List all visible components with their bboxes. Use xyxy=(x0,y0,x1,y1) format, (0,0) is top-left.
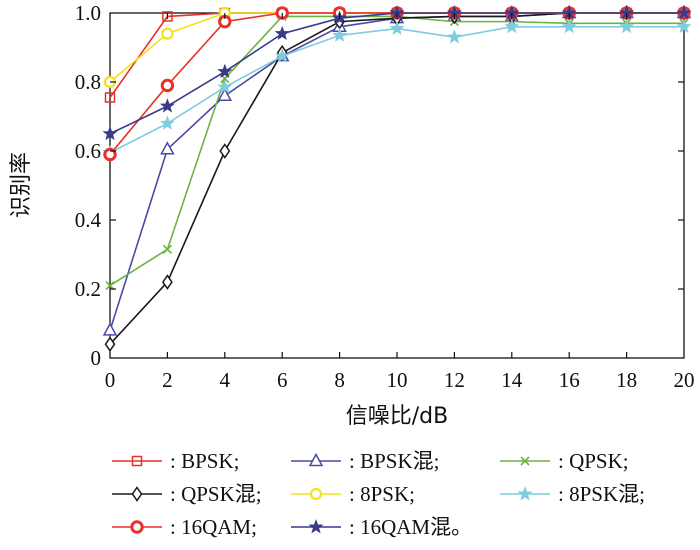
legend-label: : 16QAM; xyxy=(170,515,257,539)
x-tick-label: 4 xyxy=(220,368,231,392)
series-layer xyxy=(102,4,692,353)
tick-layer: 0 2 4 6 8 10 12 14 16 18 20 0 0.2 0.4 0.6 0.8 1.0 xyxy=(75,1,695,392)
series-2-point xyxy=(105,280,115,291)
x-tick-label: 18 xyxy=(616,368,637,392)
series-3-point xyxy=(104,336,116,353)
legend-label: : BPSK; xyxy=(170,449,239,473)
legend-marker xyxy=(517,486,533,501)
series-7-point xyxy=(102,125,118,141)
series-1-line xyxy=(109,12,684,331)
series-1-point xyxy=(217,87,233,102)
x-tick-label: 6 xyxy=(277,368,288,392)
legend-item-2: : QPSK; xyxy=(500,449,629,473)
y-tick-label: 0.6 xyxy=(75,139,101,163)
series-7-point xyxy=(159,98,175,113)
legend-marker xyxy=(308,452,324,467)
legend-marker xyxy=(308,519,324,534)
x-tick-label: 20 xyxy=(674,368,695,392)
series-2 xyxy=(105,11,689,291)
series-1 xyxy=(102,4,692,336)
series-2-point xyxy=(162,244,172,254)
legend-marker xyxy=(131,455,143,467)
series-3-line xyxy=(109,12,684,345)
x-axis-title: 信噪比/dB xyxy=(346,404,448,429)
x-tick-label: 14 xyxy=(501,368,523,392)
series-2-point-b xyxy=(105,280,115,291)
x-tick-label: 10 xyxy=(387,368,408,392)
series-5-point xyxy=(217,79,233,94)
y-tick-label: 0 xyxy=(91,346,102,370)
y-tick-label: 0.2 xyxy=(75,277,101,301)
legend-marker xyxy=(130,520,144,534)
series-6-line xyxy=(109,12,684,155)
series-5-point xyxy=(159,115,175,130)
series-0-point xyxy=(162,11,173,22)
series-5-point xyxy=(332,27,348,42)
legend-label: : BPSK混; xyxy=(349,449,439,473)
series-7-point xyxy=(676,5,692,20)
series-5-point xyxy=(676,18,692,34)
y-axis-title: 识别率 xyxy=(9,152,34,218)
series-3-point xyxy=(219,143,231,159)
series-5-point xyxy=(446,29,462,44)
legend-item-1: : BPSK混; xyxy=(291,449,439,473)
x-tick-label: 0 xyxy=(105,368,116,392)
series-5-point xyxy=(274,48,290,63)
series-6-point xyxy=(103,147,117,162)
legend-marker xyxy=(131,486,143,502)
series-0-point xyxy=(104,92,116,103)
legend-label: : 8PSK; xyxy=(349,482,415,506)
plot-frame xyxy=(109,12,685,359)
y-tick-label: 0.4 xyxy=(75,208,102,232)
legend-label: : QPSK; xyxy=(558,449,629,473)
x-tick-label: 2 xyxy=(162,368,173,392)
series-5 xyxy=(102,18,692,160)
series-5-point xyxy=(561,18,577,34)
x-tick-label: 16 xyxy=(559,368,580,392)
series-1-point xyxy=(160,141,175,155)
series-5-point xyxy=(389,20,405,35)
legend-item-0: : BPSK; xyxy=(112,449,239,473)
legend-item-4: : 8PSK; xyxy=(291,482,415,506)
series-2-point-b xyxy=(162,244,172,254)
series-2-line xyxy=(109,15,684,287)
y-tick-label: 0.8 xyxy=(75,70,101,94)
legend-label: : 16QAM混。 xyxy=(349,515,472,539)
series-5-point xyxy=(619,18,635,34)
legend-label: : 8PSK混; xyxy=(558,482,645,506)
y-tick-label: 1.0 xyxy=(75,1,101,25)
legend-item-5: : 8PSK混; xyxy=(500,482,645,506)
series-5-point xyxy=(504,18,520,34)
legend-label: : QPSK混; xyxy=(170,482,262,506)
x-tick-label: 12 xyxy=(444,368,465,392)
series-7-point xyxy=(217,63,233,79)
x-tick-label: 8 xyxy=(334,368,345,392)
series-6-point xyxy=(160,78,175,93)
legend-marker-b xyxy=(520,456,530,466)
series-1-point xyxy=(102,322,118,336)
legend: : BPSK; : BPSK混; : QPSK; : QPSK混; : 8PSK; : 8… xyxy=(112,449,645,539)
legend-item-7: : 16QAM混。 xyxy=(291,515,472,539)
legend-item-6: : 16QAM; xyxy=(112,515,257,539)
legend-marker xyxy=(309,487,323,501)
series-4-point xyxy=(161,27,174,40)
legend-marker xyxy=(520,456,530,466)
legend-item-3: : QPSK混; xyxy=(112,482,262,506)
series-7-point xyxy=(274,25,290,41)
series-3-point xyxy=(161,274,173,290)
